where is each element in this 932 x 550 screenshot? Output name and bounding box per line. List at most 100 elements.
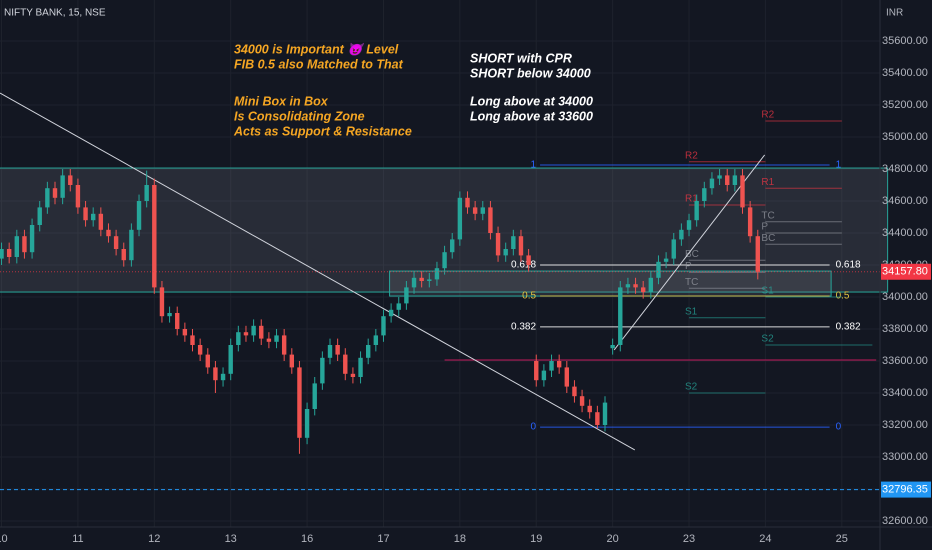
candle-body <box>60 175 65 198</box>
pivot-label: S2 <box>761 334 774 345</box>
candle-body <box>175 313 180 329</box>
currency: INR <box>886 8 903 19</box>
candle-body <box>679 229 684 240</box>
x-tick-label: 11 <box>72 533 83 545</box>
candle-body <box>587 405 592 413</box>
candle-body <box>709 178 715 189</box>
y-tick-label: 33200.00 <box>882 419 928 431</box>
x-tick-label: 24 <box>759 533 771 545</box>
candle-body <box>656 261 661 278</box>
y-tick-label: 33400.00 <box>882 387 928 399</box>
candle-body <box>740 175 745 208</box>
candle-body <box>281 335 287 355</box>
candle-body <box>427 279 432 281</box>
candle-body <box>602 402 608 425</box>
candle-body <box>14 236 20 257</box>
note: Long above at 33600 <box>470 109 593 123</box>
fib-label: 0.5 <box>836 291 850 302</box>
candle-body <box>52 188 58 198</box>
candle-body <box>702 188 707 201</box>
candle-body <box>648 277 654 293</box>
candle-body <box>396 303 401 310</box>
candle-body <box>442 252 447 269</box>
candle-body <box>663 258 669 262</box>
fib-label: 0.382 <box>511 322 536 333</box>
candle-body <box>159 287 165 317</box>
fib-label: 1 <box>836 160 842 171</box>
candle-body <box>213 367 218 381</box>
x-tick-label: 23 <box>683 533 695 545</box>
symbol-title: NIFTY BANK, 15, NSE <box>4 8 106 19</box>
candle-body <box>610 345 615 349</box>
x-tick-label: 17 <box>377 533 389 545</box>
candle-body <box>190 335 195 345</box>
pivot-label: R1 <box>761 177 774 188</box>
candle-body <box>152 185 157 288</box>
fib-label: 0.618 <box>836 260 861 271</box>
fib-label: 0.5 <box>522 291 536 302</box>
note: Acts as Support & Resistance <box>233 124 412 138</box>
candle-body <box>503 249 508 256</box>
candle-body <box>572 386 577 397</box>
candle-body <box>732 175 738 185</box>
fib-label: 0.382 <box>836 322 861 333</box>
fib-label: 1 <box>531 160 537 171</box>
candle-body <box>243 332 249 336</box>
trend-line <box>0 92 636 451</box>
x-tick-label: 20 <box>607 533 619 545</box>
candle-body <box>365 345 371 358</box>
candle-body <box>564 367 570 387</box>
candles <box>0 169 760 454</box>
pivot-label: P <box>685 261 692 272</box>
candle-body <box>434 268 440 280</box>
y-tick-label: 33800.00 <box>882 323 928 335</box>
fib-label: 0.618 <box>511 260 536 271</box>
candle-body <box>526 255 531 265</box>
candle-body <box>717 175 722 179</box>
candle-body <box>419 277 424 281</box>
candle-body <box>205 354 210 368</box>
candle-body <box>75 185 81 208</box>
note: Is Consolidating Zone <box>234 109 365 123</box>
candle-body <box>106 229 111 237</box>
y-tick-label: 35600.00 <box>882 35 928 47</box>
grid <box>0 0 880 527</box>
candle-body <box>350 373 356 377</box>
candle-body <box>381 316 386 336</box>
pivot-label: P <box>761 222 768 233</box>
candle-body <box>388 309 394 317</box>
candle-body <box>595 412 600 425</box>
candle-body <box>197 345 203 355</box>
candle-body <box>335 345 340 355</box>
y-tick-label: 34400.00 <box>882 227 928 239</box>
candle-body <box>450 239 455 253</box>
candle-body <box>129 229 134 261</box>
candle-body <box>579 396 585 406</box>
candle-body <box>6 249 12 257</box>
pivot-label: TC <box>685 277 698 288</box>
candle-body <box>98 213 104 230</box>
fib-label: 0 <box>836 422 842 433</box>
candle-body <box>22 236 27 253</box>
y-tick-label: 35200.00 <box>882 99 928 111</box>
note: 34000 is Important 😈 Level <box>234 42 399 56</box>
candle-body <box>358 357 363 377</box>
candle-body <box>144 185 149 201</box>
y-tick-label: 33000.00 <box>882 451 928 463</box>
last-price-label: 34157.80 <box>882 266 928 278</box>
candle-body <box>671 239 676 259</box>
pivot-label: TC <box>761 210 774 221</box>
candle-body <box>556 361 562 368</box>
x-tick-label: 12 <box>148 533 160 545</box>
pivot-label: R2 <box>761 110 774 121</box>
candle-body <box>472 207 478 214</box>
candle-body <box>136 201 142 230</box>
note: SHORT below 34000 <box>470 66 591 80</box>
candle-body <box>37 207 42 225</box>
candle-body <box>182 329 188 336</box>
y-tick-label: 32600.00 <box>882 515 928 527</box>
y-tick-label: 34600.00 <box>882 195 928 207</box>
candle-body <box>495 233 501 256</box>
candle-body <box>755 236 760 272</box>
